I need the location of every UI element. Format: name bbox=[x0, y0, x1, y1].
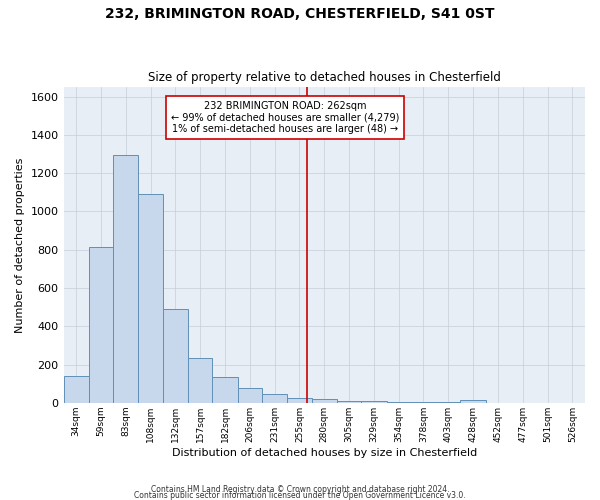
Text: Contains public sector information licensed under the Open Government Licence v3: Contains public sector information licen… bbox=[134, 490, 466, 500]
Bar bbox=[460, 400, 486, 403]
Bar bbox=[89, 247, 113, 403]
Text: Contains HM Land Registry data © Crown copyright and database right 2024.: Contains HM Land Registry data © Crown c… bbox=[151, 484, 449, 494]
Title: Size of property relative to detached houses in Chesterfield: Size of property relative to detached ho… bbox=[148, 72, 501, 85]
Text: 232, BRIMINGTON ROAD, CHESTERFIELD, S41 0ST: 232, BRIMINGTON ROAD, CHESTERFIELD, S41 … bbox=[105, 8, 495, 22]
Bar bbox=[337, 401, 361, 403]
Bar bbox=[113, 155, 139, 403]
Bar bbox=[64, 376, 89, 403]
Bar bbox=[188, 358, 212, 403]
Y-axis label: Number of detached properties: Number of detached properties bbox=[15, 157, 25, 332]
Bar bbox=[311, 398, 337, 403]
Bar bbox=[238, 388, 262, 403]
Bar bbox=[361, 402, 386, 403]
Bar bbox=[163, 309, 188, 403]
Bar bbox=[262, 394, 287, 403]
X-axis label: Distribution of detached houses by size in Chesterfield: Distribution of detached houses by size … bbox=[172, 448, 477, 458]
Bar bbox=[411, 402, 436, 403]
Text: 232 BRIMINGTON ROAD: 262sqm
← 99% of detached houses are smaller (4,279)
1% of s: 232 BRIMINGTON ROAD: 262sqm ← 99% of det… bbox=[170, 101, 399, 134]
Bar bbox=[287, 398, 311, 403]
Bar bbox=[386, 402, 411, 403]
Bar bbox=[139, 194, 163, 403]
Bar bbox=[212, 377, 238, 403]
